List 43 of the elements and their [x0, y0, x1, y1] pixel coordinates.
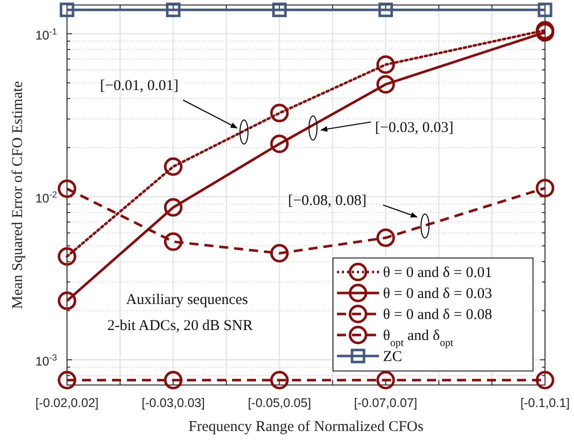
point	[270, 244, 289, 263]
annotation: 2-bit ADCs, 20 dB SNR	[107, 318, 253, 334]
x-axis-title: Frequency Range of Normalized CFOs	[188, 419, 424, 435]
point	[376, 370, 395, 390]
x-tick-label: [-0.1,0.1]	[520, 396, 570, 410]
point	[58, 179, 76, 198]
point	[272, 2, 287, 18]
x-tick-label: [-0.05,0.05]	[248, 396, 312, 410]
legend-label: θ$_{opt}$ and δ$_{opt}$	[383, 328, 454, 348]
point	[536, 370, 554, 390]
point	[60, 2, 74, 18]
point	[270, 134, 289, 154]
point	[164, 370, 182, 390]
point	[538, 2, 552, 18]
point	[376, 228, 395, 248]
legend-label: θ = 0 and δ = 0.01	[383, 265, 492, 281]
legend-label: θ = 0 and δ = 0.08	[383, 307, 492, 323]
point	[270, 104, 289, 122]
point	[536, 178, 554, 198]
legend-label: θ = 0 and δ = 0.03	[383, 286, 492, 302]
point	[164, 198, 182, 217]
x-tick-label: [-0.02,0.02]	[35, 396, 99, 410]
point	[166, 2, 180, 18]
point	[376, 55, 395, 74]
point	[376, 75, 395, 94]
y-tick-label: 10$^{-2}$	[35, 190, 58, 206]
annotation: Auxiliary sequences	[126, 292, 248, 308]
y-axis-title: Mean Squared Error of CFO Estimate	[10, 80, 26, 309]
annotation: [−0.01, 0.01]	[100, 78, 178, 94]
point	[270, 370, 289, 390]
x-tick-label: [-0.07,0.07]	[354, 396, 418, 410]
point	[164, 157, 182, 176]
annotation: [−0.03, 0.03]	[375, 120, 454, 136]
y-tick-label: 10$^{-3}$	[35, 352, 58, 369]
x-tick-label: [-0.03,0.03]	[142, 396, 205, 410]
annotation: [−0.08, 0.08]	[288, 193, 366, 209]
legend-label: ZC	[383, 349, 402, 365]
point	[58, 292, 76, 310]
point	[58, 247, 76, 266]
y-tick-label: 10$^{-1}$	[35, 26, 58, 43]
point	[58, 370, 76, 390]
point	[378, 2, 393, 18]
point	[164, 232, 182, 251]
